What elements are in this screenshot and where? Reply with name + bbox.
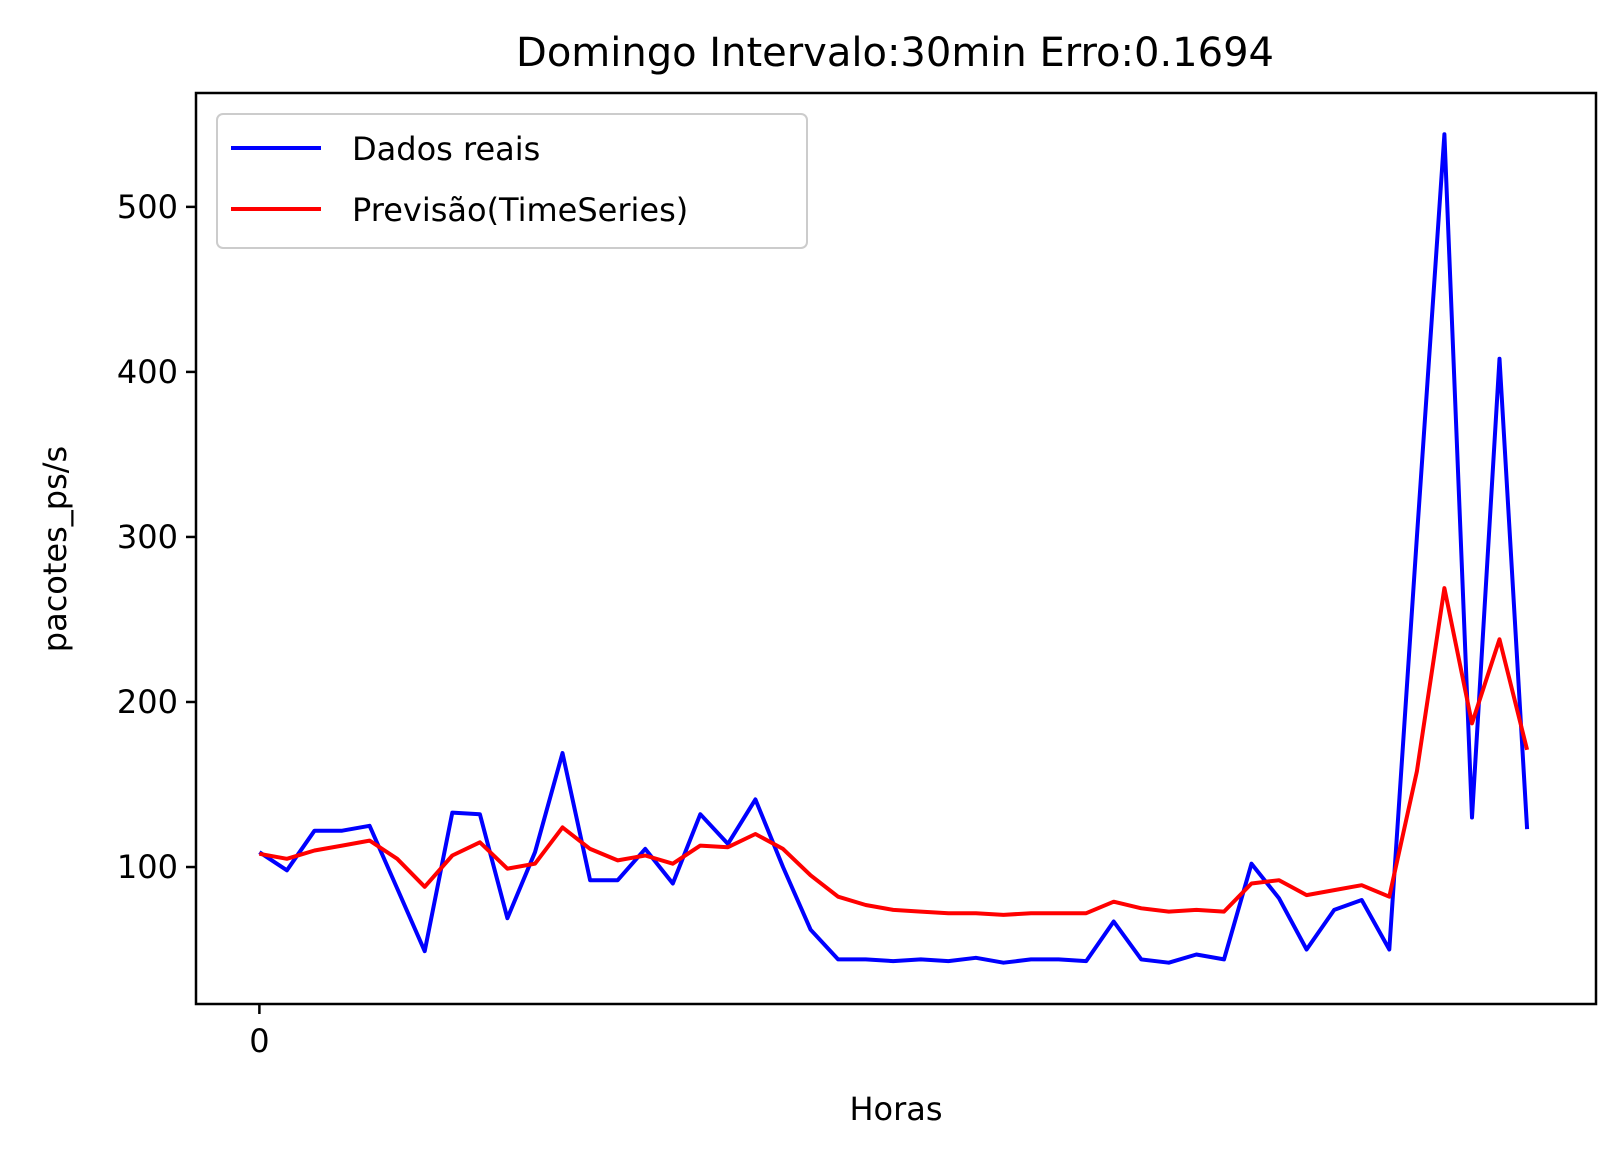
y-tick-label: 100 [117,848,178,886]
chart-title: Domingo Intervalo:30min Erro:0.1694 [516,30,1274,76]
y-tick-label: 500 [117,188,178,226]
legend-box [216,113,808,249]
y-tick-label: 200 [117,683,178,721]
series-line-previsao [259,586,1530,917]
plot-lines [258,132,1530,965]
legend: Dados reais Previsão(TimeSeries) [216,113,808,249]
x-axis-label: Horas [849,1090,942,1128]
legend-label-dados-reais: Dados reais [352,130,540,168]
series-line-dados-reais [258,132,1530,965]
x-tick-label: 0 [249,1022,269,1060]
plot-frame [194,91,1598,1006]
y-axis-label: pacotes_ps/s [36,446,74,652]
y-tick-label: 300 [117,518,178,556]
y-axis-ticks: 100 200 300 400 500 [117,188,196,886]
legend-label-previsao: Previsão(TimeSeries) [352,191,688,229]
x-axis-ticks: 0 [249,1004,270,1060]
y-tick-label: 400 [117,353,178,391]
